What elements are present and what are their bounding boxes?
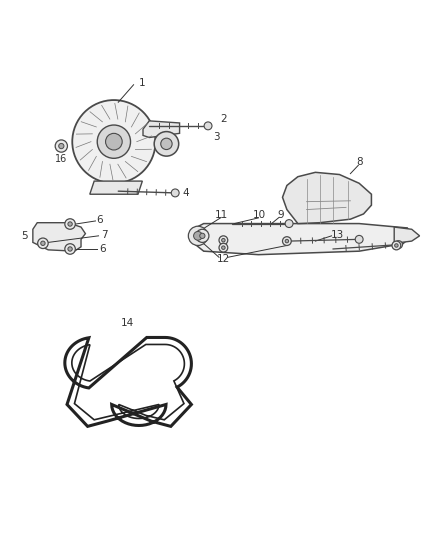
Circle shape bbox=[72, 100, 155, 183]
Polygon shape bbox=[193, 223, 412, 255]
Circle shape bbox=[154, 132, 179, 156]
Circle shape bbox=[68, 222, 72, 226]
Text: 9: 9 bbox=[277, 210, 284, 220]
Circle shape bbox=[194, 231, 202, 240]
Text: 5: 5 bbox=[21, 231, 28, 241]
Text: 11: 11 bbox=[215, 210, 228, 220]
Polygon shape bbox=[283, 172, 371, 223]
Text: 10: 10 bbox=[253, 210, 266, 220]
Text: 16: 16 bbox=[55, 154, 67, 164]
Circle shape bbox=[283, 237, 291, 246]
Circle shape bbox=[38, 238, 48, 248]
Text: 8: 8 bbox=[356, 157, 363, 167]
Text: 1: 1 bbox=[139, 77, 146, 87]
Circle shape bbox=[161, 138, 172, 150]
Circle shape bbox=[222, 238, 225, 242]
Circle shape bbox=[106, 133, 122, 150]
Circle shape bbox=[97, 125, 131, 158]
Circle shape bbox=[219, 236, 228, 245]
Text: 14: 14 bbox=[120, 318, 134, 328]
Circle shape bbox=[200, 233, 205, 238]
Polygon shape bbox=[33, 223, 85, 251]
Circle shape bbox=[204, 122, 212, 130]
Text: 13: 13 bbox=[331, 230, 344, 239]
Circle shape bbox=[395, 241, 403, 248]
Text: 2: 2 bbox=[220, 114, 227, 124]
Circle shape bbox=[55, 140, 67, 152]
Circle shape bbox=[392, 241, 401, 250]
Text: 3: 3 bbox=[213, 132, 220, 142]
Text: 7: 7 bbox=[101, 230, 108, 240]
Circle shape bbox=[188, 226, 208, 246]
Text: 6: 6 bbox=[99, 244, 106, 254]
Polygon shape bbox=[90, 181, 142, 194]
Polygon shape bbox=[143, 121, 180, 138]
Circle shape bbox=[285, 220, 293, 228]
Circle shape bbox=[41, 241, 45, 246]
Circle shape bbox=[395, 244, 398, 247]
Circle shape bbox=[65, 219, 75, 229]
Circle shape bbox=[171, 189, 179, 197]
Text: 12: 12 bbox=[217, 254, 230, 264]
Circle shape bbox=[68, 247, 72, 251]
Circle shape bbox=[285, 239, 289, 243]
Polygon shape bbox=[394, 227, 420, 243]
Circle shape bbox=[59, 143, 64, 149]
Circle shape bbox=[65, 244, 75, 254]
Circle shape bbox=[196, 229, 209, 243]
Text: 4: 4 bbox=[183, 188, 190, 198]
Circle shape bbox=[219, 243, 228, 252]
Circle shape bbox=[355, 236, 363, 243]
Text: 6: 6 bbox=[96, 215, 103, 225]
Circle shape bbox=[222, 246, 225, 249]
